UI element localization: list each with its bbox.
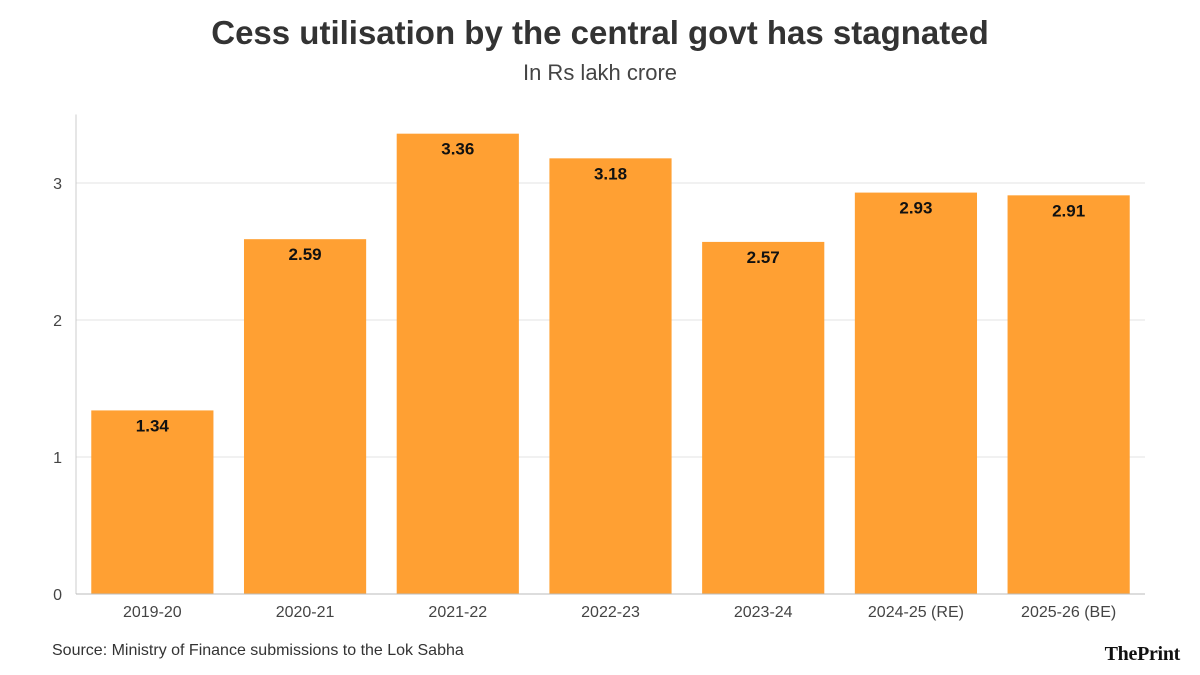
data-label: 2.59 — [289, 245, 322, 264]
x-tick-label: 2022-23 — [581, 604, 640, 621]
y-tick-label: 0 — [53, 587, 62, 604]
bar — [549, 158, 672, 594]
data-label: 1.34 — [136, 416, 170, 435]
bar — [1007, 195, 1130, 594]
bar — [702, 241, 825, 594]
x-tick-label: 2020-21 — [276, 604, 335, 621]
bar — [243, 239, 367, 595]
bar — [91, 410, 214, 594]
y-tick-label: 1 — [53, 450, 62, 467]
bar-chart: 0 1 2 3 1.34 2019-20 2.59 2020-21 3.36 2021-22 3.1… — [53, 114, 1145, 621]
data-label: 3.18 — [594, 164, 627, 183]
data-label: 2.57 — [747, 248, 780, 267]
x-tick-label: 2021-22 — [428, 604, 487, 621]
y-tick-label: 2 — [53, 313, 62, 330]
bar — [854, 192, 978, 594]
x-tick-label: 2024-25 (RE) — [868, 604, 964, 621]
chart-title: Cess utilisation by the central govt has… — [211, 14, 989, 51]
source-note: Source: Ministry of Finance submissions … — [52, 642, 464, 659]
x-tick-label: 2025-26 (BE) — [1021, 604, 1116, 621]
data-label: 3.36 — [441, 140, 474, 159]
bar — [396, 133, 519, 594]
chart-subtitle: In Rs lakh crore — [522, 60, 678, 85]
x-tick-label: 2019-20 — [123, 604, 182, 621]
data-label: 2.91 — [1052, 201, 1085, 220]
x-tick-label: 2023-24 — [734, 604, 793, 621]
data-label: 2.93 — [899, 199, 932, 218]
y-tick-label: 3 — [53, 176, 62, 193]
theprint-logo: ThePrint — [1104, 643, 1181, 665]
